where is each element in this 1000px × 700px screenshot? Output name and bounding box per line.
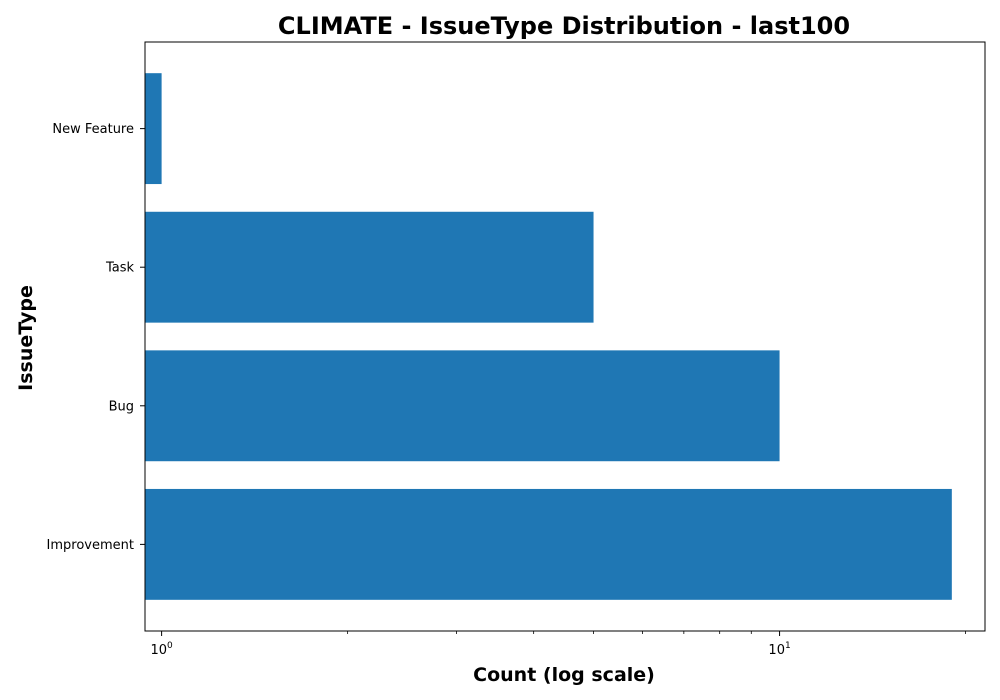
y-tick-label: Improvement [47, 538, 134, 553]
bar-new-feature [145, 73, 162, 185]
y-tick-label: Task [105, 261, 135, 276]
bar-task [145, 211, 594, 323]
plot-frame [144, 41, 986, 632]
x-tick-base: 10 [150, 643, 167, 658]
chart-title: CLIMATE - IssueType Distribution - last1… [278, 12, 850, 40]
x-tick-label: 100 [150, 641, 173, 658]
bar-bug [145, 350, 780, 462]
y-axis: Improvement Bug Task New Feature [47, 122, 145, 553]
x-tick-exponent: 1 [785, 641, 791, 651]
x-axis: 100 101 [150, 631, 966, 658]
x-axis-label: Count (log scale) [473, 664, 655, 686]
x-tick-base: 10 [768, 643, 785, 658]
y-tick-label: Bug [109, 399, 134, 414]
y-tick-label: New Feature [52, 122, 134, 137]
x-tick-label: 101 [768, 641, 790, 658]
bars [145, 73, 952, 600]
bar-improvement [145, 488, 952, 600]
y-axis-label: IssueType [15, 285, 37, 391]
x-tick-exponent: 0 [167, 641, 173, 651]
